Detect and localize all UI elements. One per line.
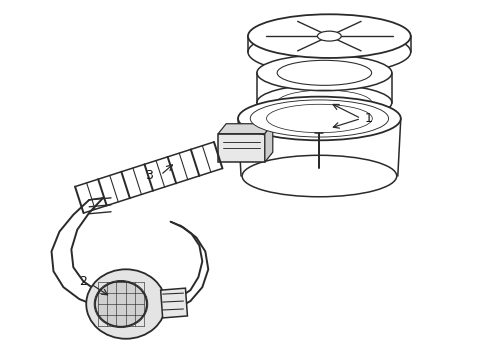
Ellipse shape — [238, 96, 401, 140]
Ellipse shape — [248, 30, 411, 74]
Text: 2: 2 — [79, 275, 87, 288]
Text: 3: 3 — [145, 168, 153, 181]
Ellipse shape — [242, 155, 397, 197]
Ellipse shape — [318, 31, 341, 41]
Text: 1: 1 — [365, 112, 373, 125]
Ellipse shape — [267, 104, 372, 133]
Ellipse shape — [257, 55, 392, 91]
Polygon shape — [218, 134, 265, 162]
Ellipse shape — [95, 282, 147, 327]
Ellipse shape — [257, 85, 392, 121]
Ellipse shape — [248, 14, 411, 58]
Polygon shape — [218, 124, 273, 134]
Ellipse shape — [250, 100, 389, 137]
Ellipse shape — [277, 60, 371, 85]
Polygon shape — [265, 124, 273, 162]
Polygon shape — [161, 288, 188, 318]
Ellipse shape — [86, 269, 166, 339]
